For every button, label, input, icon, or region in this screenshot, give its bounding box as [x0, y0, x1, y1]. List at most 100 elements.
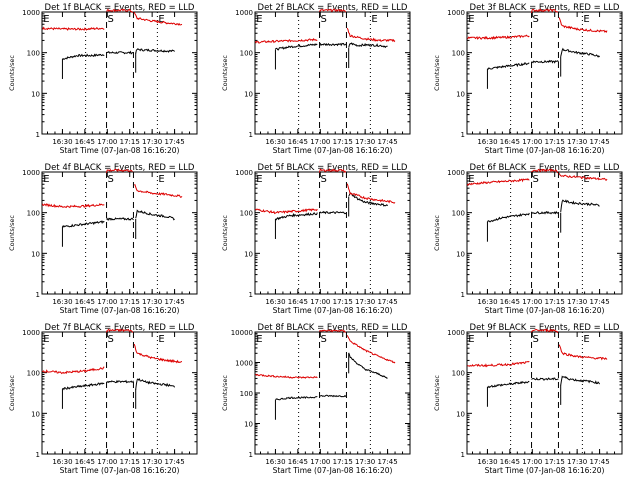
x-tick-label: 16:30 — [52, 138, 72, 146]
y-axis-label: Counts/sec — [8, 55, 16, 91]
panel-title: Det 8f BLACK = Events, RED = LLD — [258, 323, 408, 333]
time-marker-label: E — [158, 334, 164, 345]
y-axis-label: Counts/sec — [8, 215, 16, 251]
x-axis-label: Start Time (07-Jan-08 16:16:20) — [60, 146, 180, 155]
detector-panel: Det 5f BLACK = Events, RED = LLD 1 10 100 10… — [221, 163, 411, 315]
lld-series-line — [319, 168, 347, 174]
y-tick-label: 10 — [31, 250, 40, 258]
panel-title: Det 6f BLACK = Events, RED = LLD — [470, 163, 620, 173]
y-tick-label: 1000 — [235, 169, 253, 177]
y-tick-label: 1000 — [447, 169, 465, 177]
x-tick-label: 16:45 — [288, 138, 308, 146]
time-marker-label: E — [371, 334, 377, 345]
x-tick-label: 17:00 — [97, 458, 117, 466]
lld-series-line — [319, 8, 347, 13]
lld-series-line — [346, 183, 396, 204]
lld-series-line — [41, 202, 105, 209]
events-series-line — [275, 43, 318, 51]
detector-panel: Det 9f BLACK = Events, RED = LLD 1 10 100 10… — [433, 323, 623, 475]
plot-frame — [466, 331, 623, 455]
y-tick-label: 1 — [249, 451, 253, 459]
x-tick-label: 17:45 — [589, 138, 609, 146]
y-tick-label: 100 — [240, 210, 253, 218]
x-tick-label: 16:45 — [75, 458, 95, 466]
lld-series-line — [531, 328, 559, 334]
detector-panel: Det 8f BLACK = Events, RED = LLD 1 10 100 10… — [221, 323, 411, 475]
x-axis-label: Start Time (07-Jan-08 16:16:20) — [60, 306, 180, 315]
x-tick-label: 17:45 — [377, 138, 397, 146]
events-series-line — [62, 53, 105, 61]
x-tick-label: 16:30 — [265, 298, 285, 306]
time-marker-label: E — [371, 14, 377, 25]
y-tick-label: 1000 — [447, 329, 465, 337]
x-tick-label: 17:45 — [589, 458, 609, 466]
panel-title: Det 9f BLACK = Events, RED = LLD — [470, 323, 620, 333]
time-marker-label: S — [533, 14, 539, 25]
time-marker-label: S — [108, 334, 114, 345]
lld-series-line — [106, 8, 134, 14]
time-marker-label: S — [321, 14, 327, 25]
y-tick-label: 10 — [244, 250, 253, 258]
x-tick-label: 17:15 — [545, 138, 565, 146]
detector-panel: Det 7f BLACK = Events, RED = LLD 1 10 100 10… — [8, 323, 198, 475]
time-marker-label: E — [43, 334, 49, 345]
y-tick-label: 10 — [244, 421, 253, 429]
x-tick-label: 17:45 — [377, 298, 397, 306]
events-series-line — [560, 199, 600, 212]
y-tick-label: 1000 — [22, 169, 40, 177]
y-tick-label: 100 — [452, 50, 465, 58]
lld-series-line — [42, 366, 105, 375]
lld-series-line — [106, 328, 134, 333]
time-marker-label: E — [256, 174, 262, 185]
events-series-line — [135, 377, 176, 390]
events-series-line — [487, 380, 530, 389]
x-tick-label: 16:30 — [265, 138, 285, 146]
x-tick-label: 16:45 — [75, 138, 95, 146]
events-series-line — [531, 59, 559, 64]
lld-series-line — [41, 26, 105, 31]
time-marker-label: S — [321, 174, 327, 185]
lld-series-line — [134, 184, 183, 198]
x-axis-label: Start Time (07-Jan-08 16:16:20) — [485, 466, 605, 475]
y-tick-label: 10 — [456, 90, 465, 98]
plot-frame — [466, 171, 623, 295]
y-tick-label: 100 — [27, 210, 40, 218]
x-tick-label: 17:15 — [545, 458, 565, 466]
x-tick-label: 17:00 — [310, 458, 330, 466]
time-marker-label: E — [583, 14, 589, 25]
x-tick-label: 16:30 — [52, 298, 72, 306]
panel-title: Det 1f BLACK = Events, RED = LLD — [45, 3, 195, 13]
x-tick-label: 17:15 — [120, 458, 140, 466]
time-marker-label: E — [158, 174, 164, 185]
x-tick-label: 17:45 — [164, 298, 184, 306]
lld-series-line — [319, 329, 346, 333]
x-tick-label: 17:00 — [97, 138, 117, 146]
events-series-line — [275, 395, 318, 401]
detector-panel: Det 4f BLACK = Events, RED = LLD 1 10 100 10… — [8, 163, 198, 315]
x-tick-label: 17:15 — [120, 298, 140, 306]
x-tick-label: 17:45 — [164, 138, 184, 146]
events-series-line — [106, 50, 134, 55]
x-tick-label: 17:00 — [522, 138, 542, 146]
time-marker-label: S — [108, 14, 114, 25]
events-series-line — [319, 42, 347, 47]
lld-series-line — [254, 38, 318, 44]
time-marker-label: E — [158, 14, 164, 25]
events-series-line — [531, 210, 559, 215]
x-tick-label: 16:45 — [288, 298, 308, 306]
time-marker-label: E — [371, 174, 377, 185]
x-tick-label: 17:30 — [567, 458, 587, 466]
x-axis-label: Start Time (07-Jan-08 16:16:20) — [485, 306, 605, 315]
events-series-line — [106, 379, 134, 384]
y-axis-label: Counts/sec — [8, 375, 16, 411]
time-marker-label: E — [468, 334, 474, 345]
detector-panel: Det 6f BLACK = Events, RED = LLD 1 10 100 10… — [433, 163, 623, 315]
x-tick-label: 17:15 — [333, 458, 353, 466]
y-tick-label: 10 — [456, 410, 465, 418]
lld-series-line — [558, 344, 608, 361]
x-tick-label: 16:30 — [477, 138, 497, 146]
x-tick-label: 17:30 — [142, 138, 162, 146]
y-tick-label: 10 — [31, 410, 40, 418]
plot-frame — [41, 171, 198, 295]
lld-series-line — [467, 360, 530, 368]
